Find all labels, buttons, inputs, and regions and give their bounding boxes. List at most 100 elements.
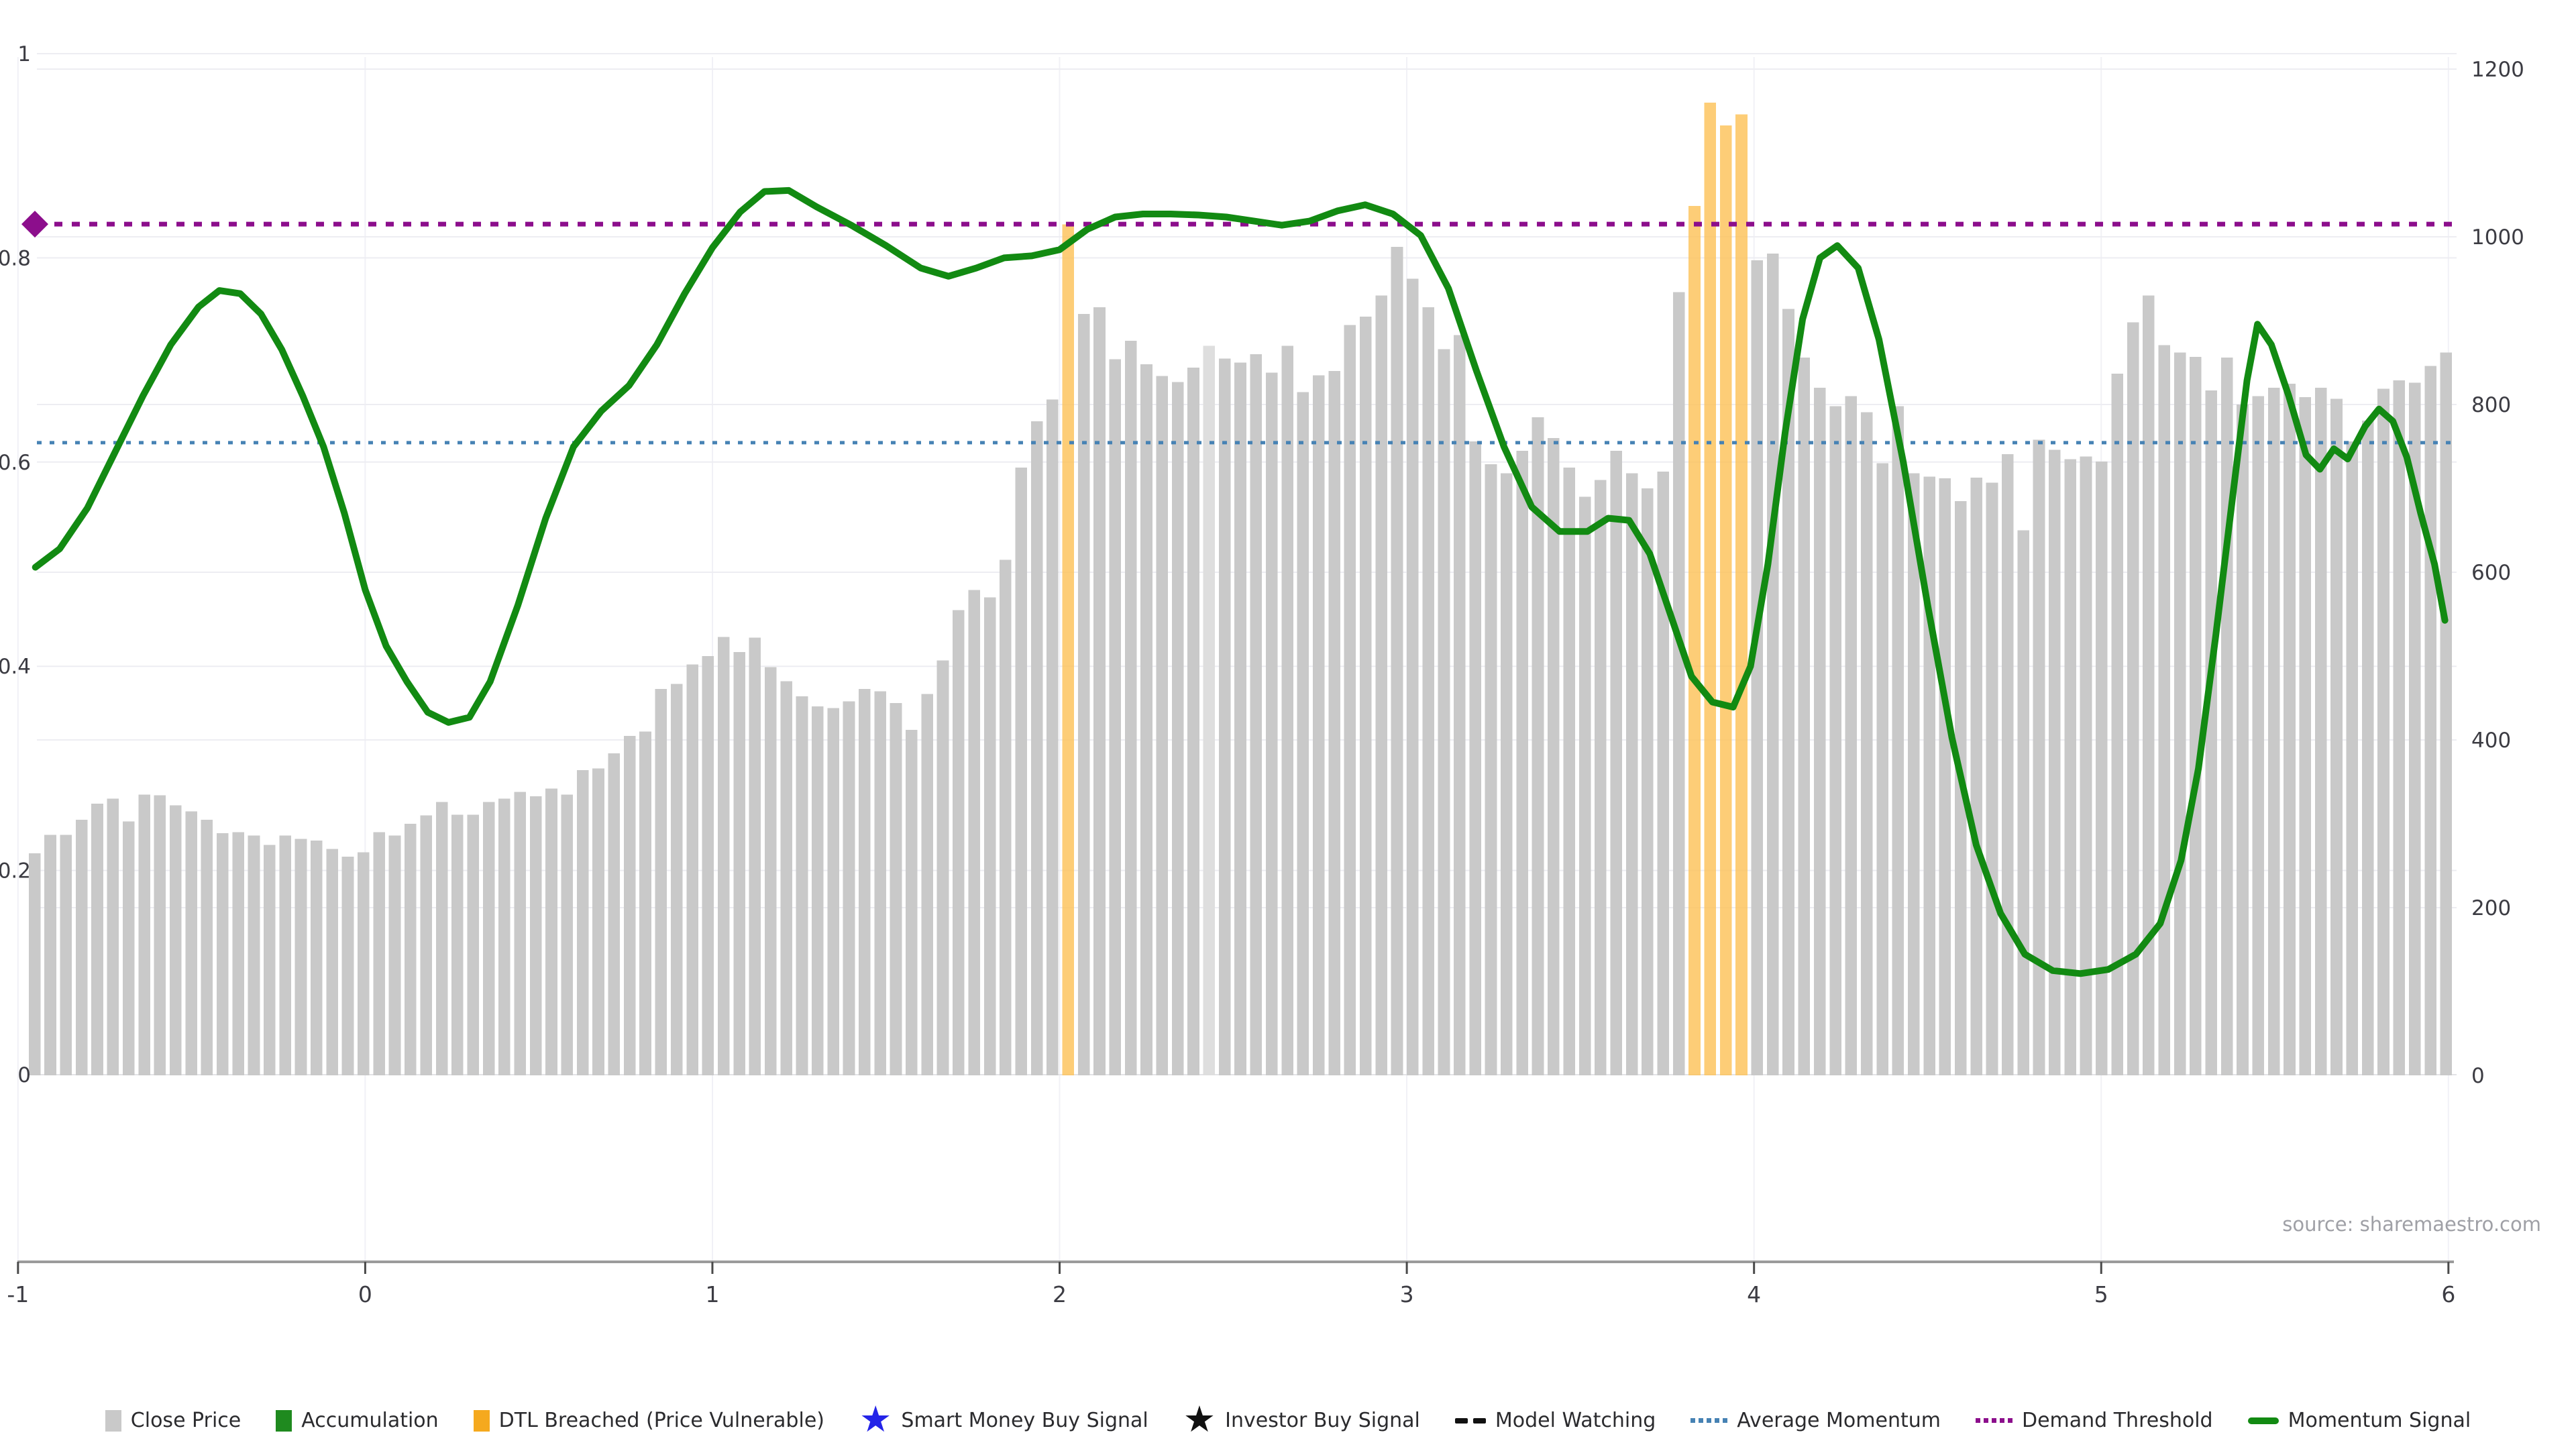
- y-right-tick-label: 1000: [2471, 225, 2524, 250]
- legend-item-average-momentum[interactable]: Average Momentum: [1690, 1409, 1941, 1432]
- close-price-bar: [1970, 477, 1982, 1076]
- close-price-bar: [874, 691, 886, 1075]
- close-price-bars: [28, 103, 2453, 1076]
- close-price-bar: [154, 795, 166, 1075]
- close-price-bar: [1218, 358, 1231, 1076]
- x-tick-label: 1: [705, 1281, 719, 1307]
- close-price-bar: [2408, 382, 2421, 1075]
- y-left-tick-label: 0.2: [0, 859, 31, 883]
- legend-item-momentum-signal[interactable]: Momentum Signal: [2247, 1409, 2471, 1432]
- close-price-bar: [2393, 380, 2406, 1076]
- close-price-bar: [467, 814, 480, 1076]
- close-price-bar: [1360, 316, 1372, 1076]
- legend-label: Smart Money Buy Signal: [901, 1409, 1148, 1432]
- close-price-bar: [1610, 450, 1623, 1076]
- close-price-bar: [2299, 396, 2312, 1076]
- close-price-bar: [2377, 388, 2390, 1076]
- legend-label: Accumulation: [301, 1409, 439, 1432]
- close-price-bar: [2361, 420, 2374, 1076]
- close-price-bar: [1625, 473, 1638, 1075]
- y-left-tick-label: 1: [17, 42, 31, 66]
- close-price-bar: [2143, 295, 2155, 1075]
- legend-item-close-price[interactable]: Close Price: [105, 1409, 241, 1432]
- close-price-bar: [1187, 368, 1199, 1075]
- close-price-bar: [1000, 559, 1012, 1076]
- average-momentum-marker-icon: [1690, 1418, 1728, 1423]
- close-price-bar: [2174, 352, 2186, 1075]
- close-price-bar: [2314, 388, 2327, 1075]
- close-price-bar: [1657, 472, 1670, 1075]
- close-price-bar: [201, 819, 213, 1076]
- close-price-bar: [906, 730, 918, 1075]
- close-price-bar: [1265, 372, 1278, 1075]
- close-price-bar: [2017, 530, 2029, 1075]
- close-price-bar: [717, 637, 730, 1076]
- dtl-breached-bar: [1688, 205, 1701, 1076]
- legend-item-investor-buy-signal[interactable]: ★ Investor Buy Signal: [1183, 1397, 1420, 1440]
- x-tick-label: 5: [2094, 1281, 2108, 1307]
- dtl-breached-bar: [1719, 125, 1732, 1076]
- close-price-marker-icon: [105, 1409, 121, 1432]
- close-price-bar: [1485, 464, 1497, 1076]
- close-price-bar: [498, 798, 511, 1075]
- close-price-bar: [1782, 309, 1794, 1075]
- legend-item-demand-threshold[interactable]: Demand Threshold: [1975, 1409, 2213, 1432]
- close-price-bar: [561, 794, 574, 1076]
- close-price-bar: [44, 835, 56, 1076]
- close-price-bar: [2096, 462, 2108, 1075]
- close-price-bar: [1281, 345, 1293, 1075]
- close-price-bar: [1501, 473, 1513, 1075]
- close-price-bar: [2346, 441, 2359, 1075]
- close-price-bar: [765, 667, 777, 1076]
- close-price-bar: [1892, 406, 1904, 1075]
- close-price-bar: [1860, 412, 1873, 1076]
- close-price-bar: [2424, 366, 2436, 1075]
- close-price-bar: [1391, 247, 1403, 1075]
- close-price-bar: [1532, 417, 1544, 1076]
- close-price-bar: [576, 770, 589, 1075]
- investor-buy-signal-marker-icon: ★: [1183, 1397, 1216, 1440]
- legend-item-model-watching[interactable]: Model Watching: [1454, 1409, 1656, 1432]
- y-left-tick-label: 0.6: [0, 451, 31, 475]
- close-price-bar: [2237, 405, 2249, 1075]
- close-price-bar: [1469, 441, 1481, 1075]
- close-price-bar: [1140, 364, 1152, 1075]
- close-price-bar: [670, 684, 683, 1076]
- close-price-bar: [2049, 449, 2061, 1075]
- close-price-bar: [1077, 314, 1090, 1075]
- close-price-bar: [420, 815, 432, 1075]
- close-price-bar: [248, 835, 260, 1075]
- y-axis-right: 0 200 400 600 800 1000 1200: [2471, 58, 2524, 1088]
- close-price-bar: [1548, 438, 1560, 1075]
- close-price-bar: [780, 681, 792, 1075]
- y-right-tick-label: 800: [2471, 393, 2511, 417]
- close-price-bar: [1939, 478, 1951, 1075]
- y-axis-left: 0 0.2 0.4 0.6 0.8 1: [0, 42, 31, 1087]
- close-price-bar: [1845, 396, 1858, 1075]
- legend-item-dtl-breached-price-vulnerable[interactable]: DTL Breached (Price Vulnerable): [473, 1409, 824, 1432]
- close-price-bar: [812, 706, 824, 1075]
- close-price-bar: [341, 856, 354, 1076]
- close-price-bar: [686, 664, 698, 1075]
- close-price-bar: [1454, 335, 1466, 1076]
- close-price-bar: [2064, 459, 2076, 1076]
- y-right-tick-label: 200: [2471, 896, 2511, 920]
- close-price-bar: [435, 802, 448, 1075]
- source-credit: source: sharemaestro.com: [2282, 1213, 2541, 1236]
- close-price-bar: [2158, 345, 2170, 1076]
- legend-item-accumulation[interactable]: Accumulation: [276, 1409, 439, 1432]
- close-price-bar: [2002, 453, 2014, 1076]
- legend-label: Close Price: [130, 1409, 241, 1432]
- close-price-bar: [921, 694, 933, 1076]
- close-price-bar: [1642, 488, 1654, 1075]
- close-price-bar: [405, 824, 417, 1075]
- close-price-bar: [2190, 356, 2202, 1076]
- close-price-bar: [983, 597, 996, 1075]
- close-price-bar: [1672, 292, 1685, 1075]
- x-axis: -1 0 1 2 3 4 5 6: [7, 1260, 2455, 1307]
- close-price-bar: [2220, 358, 2233, 1075]
- close-price-bar: [232, 832, 244, 1075]
- legend-item-smart-money-buy-signal[interactable]: ★ Smart Money Buy Signal: [859, 1401, 1148, 1437]
- close-price-bar: [2440, 352, 2453, 1075]
